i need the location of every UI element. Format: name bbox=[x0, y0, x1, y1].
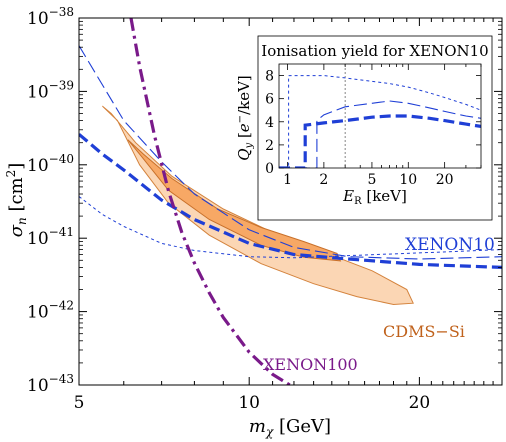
inset-y-tick-label: 6 bbox=[265, 92, 274, 108]
inset-thin-short-dashed-line bbox=[279, 75, 481, 168]
xenon100-label: XENON100 bbox=[263, 355, 358, 374]
inset-x-tick-label: 20 bbox=[436, 172, 454, 188]
inset-x-tick-label: 1 bbox=[283, 172, 292, 188]
inset-title: Ionisation yield for XENON10 bbox=[261, 42, 488, 60]
inset-thin-long-dashed-line bbox=[279, 100, 481, 168]
y-tick-label: 10−42 bbox=[27, 299, 74, 323]
xenon10-thick-dashed-line bbox=[79, 133, 502, 269]
x-tick-label: 20 bbox=[409, 393, 431, 413]
inset-thick-dashed-line bbox=[279, 114, 481, 168]
y-tick-label: 10−38 bbox=[27, 5, 74, 29]
cdms-si-label: CDMS−Si bbox=[383, 322, 465, 341]
x-axis-title: mχ [GeV] bbox=[249, 416, 331, 439]
inset-y-tick-label: 8 bbox=[265, 69, 274, 85]
xenon10-label: XENON10 bbox=[405, 235, 495, 255]
xenon10-thin-long-dashed-line bbox=[79, 45, 502, 260]
x-tick-label: 10 bbox=[238, 393, 260, 413]
plot-frame bbox=[78, 17, 503, 386]
inset-y-tick-label: 4 bbox=[265, 115, 274, 131]
y-tick-label: 10−39 bbox=[27, 78, 74, 102]
y-tick-label: 10−40 bbox=[27, 152, 74, 176]
x-tick-label: 5 bbox=[74, 393, 85, 413]
xenon10-thin-short-dashed-line bbox=[79, 196, 502, 259]
xenon100-dash-dot-line bbox=[129, 18, 291, 385]
inset-x-tick-label: 5 bbox=[367, 172, 376, 188]
y-axis-title: σn [cm2] bbox=[4, 163, 29, 238]
inset-plot-frame bbox=[278, 63, 482, 169]
inset-x-tick-label: 10 bbox=[399, 172, 417, 188]
inset-x-tick-label: 2 bbox=[319, 172, 328, 188]
inset-y-tick-label: 2 bbox=[265, 138, 274, 154]
y-tick-label: 10−41 bbox=[27, 225, 74, 249]
inset-y-tick-label: 0 bbox=[265, 161, 274, 177]
inset-x-axis-title: ER [keV] bbox=[342, 187, 407, 207]
inset-panel bbox=[257, 35, 493, 221]
inset-y-axis-title: Qy [e−/keV] bbox=[235, 75, 255, 161]
y-tick-label: 10−43 bbox=[27, 372, 74, 396]
